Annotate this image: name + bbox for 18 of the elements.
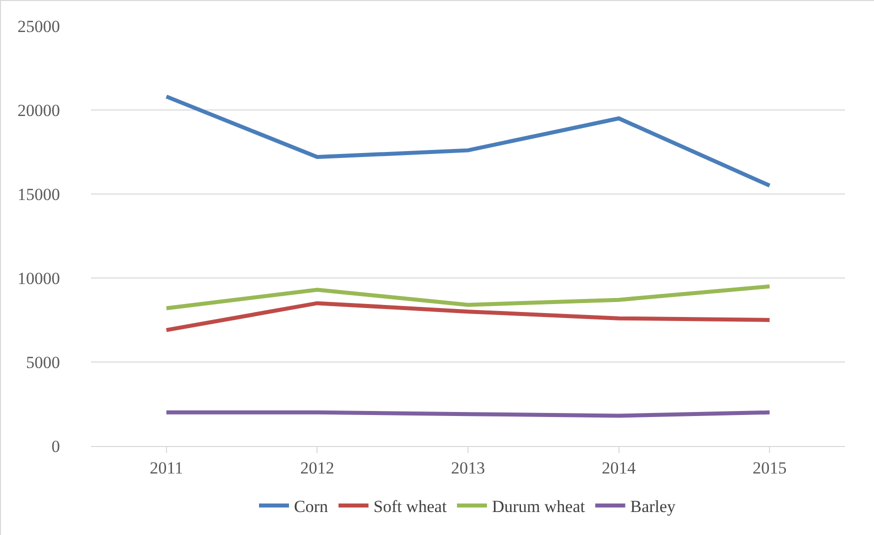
x-tick-label: 2012 (300, 458, 334, 478)
x-tick-label: 2014 (602, 458, 636, 478)
x-tick-label: 2011 (150, 458, 184, 478)
y-tick-label: 15000 (18, 184, 60, 204)
y-tick-label: 0 (52, 436, 60, 456)
legend-label: Durum wheat (492, 497, 586, 516)
y-tick-label: 10000 (18, 268, 60, 288)
line-series (164, 301, 772, 332)
y-tick-label: 25000 (18, 16, 60, 36)
line-series (164, 94, 772, 188)
x-tick-label: 2013 (451, 458, 485, 478)
legend-label: Barley (630, 497, 676, 516)
legend-label: Soft wheat (374, 497, 447, 516)
line-series (164, 284, 772, 310)
y-tick-label: 20000 (18, 100, 60, 120)
legend-label: Corn (294, 497, 328, 516)
y-tick-label: 5000 (26, 352, 60, 372)
x-tick-label: 2015 (752, 458, 787, 478)
